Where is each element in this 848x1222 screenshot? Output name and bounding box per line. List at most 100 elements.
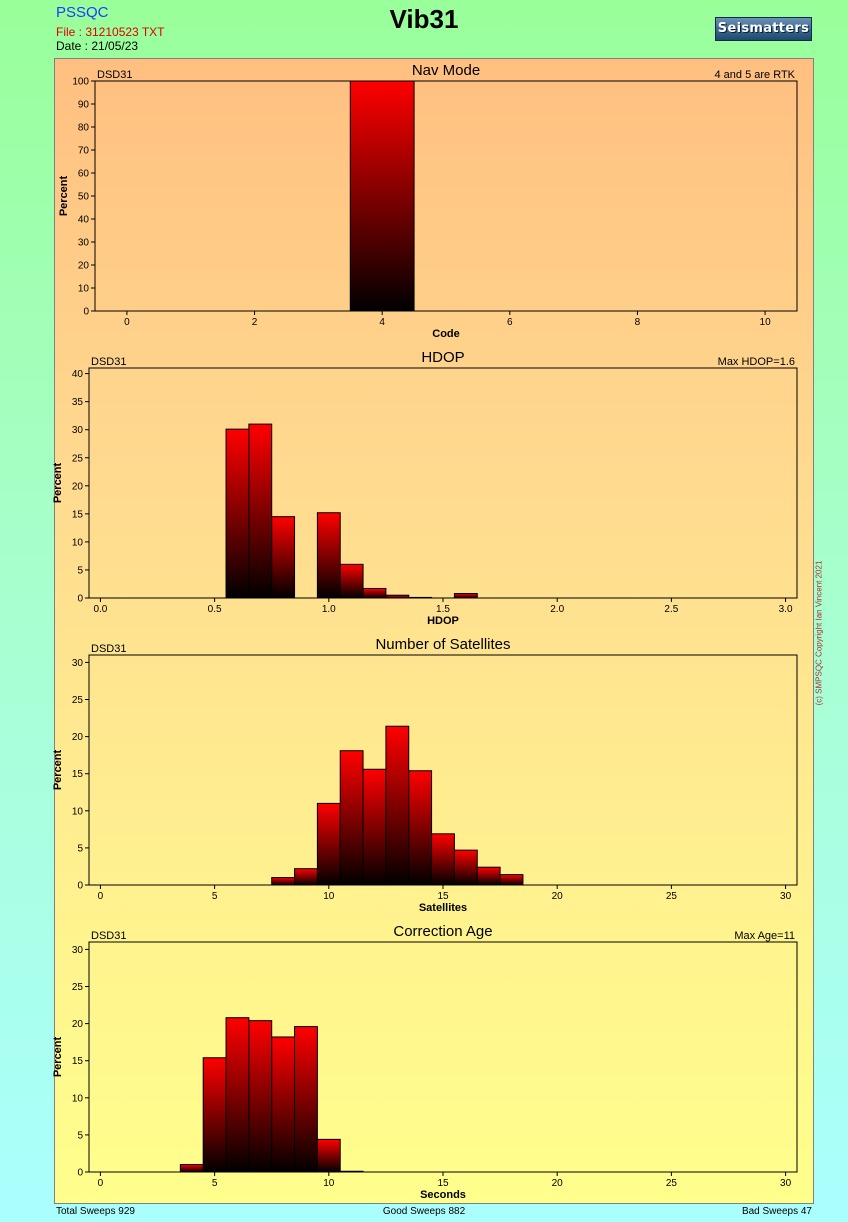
bar — [339, 750, 364, 886]
x-tick-label: 5 — [212, 891, 218, 902]
x-axis-label: HDOP — [427, 615, 459, 627]
y-axis-label: Percent — [52, 749, 64, 790]
y-tick-label: 10 — [72, 1093, 84, 1104]
y-tick-label: 40 — [72, 369, 84, 380]
x-tick-label: 10 — [323, 1178, 335, 1189]
x-tick-label: 8 — [635, 317, 641, 328]
y-tick-label: 0 — [77, 594, 83, 605]
chart-left-label: DSD31 — [91, 643, 126, 655]
x-axis-label: Seconds — [420, 1189, 466, 1201]
x-tick-label: 10 — [323, 891, 335, 902]
y-axis-label: Percent — [52, 462, 64, 503]
y-tick-label: 10 — [72, 537, 84, 548]
y-tick-label: 0 — [77, 881, 83, 892]
date-label: Date : 21/05/23 — [56, 39, 139, 53]
bar — [339, 1170, 364, 1173]
file-label: File : 31210523 TXT — [56, 25, 165, 39]
bar — [294, 1026, 318, 1173]
chart-title: HDOP — [421, 349, 464, 366]
bar — [453, 849, 478, 886]
bad-sweeps: Bad Sweeps 47 — [741, 1206, 812, 1217]
x-axis-label: Satellites — [419, 902, 467, 914]
x-tick-label: 20 — [552, 1178, 564, 1189]
x-tick-label: 6 — [507, 317, 513, 328]
x-tick-label: 25 — [666, 1178, 678, 1189]
seismatters-logo: Seismatters — [715, 17, 812, 41]
x-tick-label: 20 — [552, 891, 564, 902]
y-tick-label: 20 — [72, 481, 84, 492]
y-tick-label: 5 — [77, 565, 83, 576]
charts-panel — [54, 58, 814, 1204]
good-sweeps: Good Sweeps 882 — [382, 1206, 466, 1217]
chart-left-label: DSD31 — [91, 930, 126, 942]
x-tick-label: 30 — [780, 1178, 792, 1189]
y-tick-label: 60 — [78, 169, 90, 180]
x-tick-label: 1.0 — [322, 604, 336, 615]
y-tick-label: 15 — [72, 509, 84, 520]
plot-area — [88, 367, 798, 599]
y-tick-label: 25 — [72, 695, 84, 706]
y-tick-label: 30 — [72, 945, 84, 956]
y-tick-label: 100 — [72, 77, 89, 88]
total-sweeps: Total Sweeps 929 — [56, 1206, 135, 1217]
y-axis-label: Percent — [58, 175, 70, 216]
bar — [476, 866, 501, 886]
y-tick-label: 80 — [78, 123, 90, 134]
y-tick-label: 25 — [72, 453, 84, 464]
bar — [271, 1036, 296, 1173]
y-axis-label: Percent — [52, 1036, 64, 1077]
y-tick-label: 30 — [72, 425, 84, 436]
y-tick-label: 15 — [72, 1056, 84, 1067]
bar — [316, 1138, 341, 1173]
chart-right-label: Max HDOP=1.6 — [718, 356, 795, 368]
bar — [453, 593, 478, 599]
x-tick-label: 2 — [252, 317, 258, 328]
y-tick-label: 70 — [78, 146, 90, 157]
bar — [431, 833, 455, 886]
x-tick-label: 0.5 — [208, 604, 222, 615]
x-tick-label: 10 — [760, 317, 772, 328]
y-tick-label: 30 — [72, 658, 84, 669]
bar — [248, 423, 273, 599]
y-tick-label: 20 — [72, 732, 84, 743]
bar — [248, 1020, 273, 1173]
x-tick-label: 25 — [666, 891, 678, 902]
chart-right-label: 4 and 5 are RTK — [714, 69, 795, 81]
y-tick-label: 40 — [78, 215, 90, 226]
y-tick-label: 15 — [72, 769, 84, 780]
bar — [225, 428, 250, 599]
x-tick-label: 0 — [124, 317, 130, 328]
copyright-text: (c) SMPSQC Copyright Ian Vincent 2021 — [814, 560, 824, 706]
x-tick-label: 0 — [98, 891, 104, 902]
x-tick-label: 2.5 — [664, 604, 678, 615]
plot-area — [94, 80, 798, 312]
bar — [499, 874, 524, 886]
bar — [408, 596, 433, 599]
x-tick-label: 4 — [379, 317, 385, 328]
bar — [385, 725, 410, 886]
bar — [362, 587, 387, 599]
bar — [362, 768, 387, 886]
bar — [316, 802, 341, 886]
y-tick-label: 90 — [78, 100, 90, 111]
y-tick-label: 50 — [78, 192, 90, 203]
chart-left-label: DSD31 — [91, 356, 126, 368]
bar — [349, 80, 415, 312]
app-name: PSSQC — [56, 4, 109, 21]
chart-title: Number of Satellites — [375, 636, 510, 653]
x-tick-label: 15 — [437, 891, 449, 902]
bar — [225, 1017, 250, 1173]
y-tick-label: 5 — [77, 1130, 83, 1141]
chart-title: Nav Mode — [412, 62, 480, 79]
x-tick-label: 2.0 — [550, 604, 564, 615]
x-tick-label: 0 — [98, 1178, 104, 1189]
chart-left-label: DSD31 — [97, 69, 132, 81]
bar — [316, 512, 341, 599]
plot-area — [88, 941, 798, 1173]
bar — [271, 516, 296, 599]
x-tick-label: 5 — [212, 1178, 218, 1189]
chart-right-label: Max Age=11 — [734, 930, 795, 942]
chart-title: Correction Age — [393, 923, 492, 940]
bar — [271, 877, 296, 886]
